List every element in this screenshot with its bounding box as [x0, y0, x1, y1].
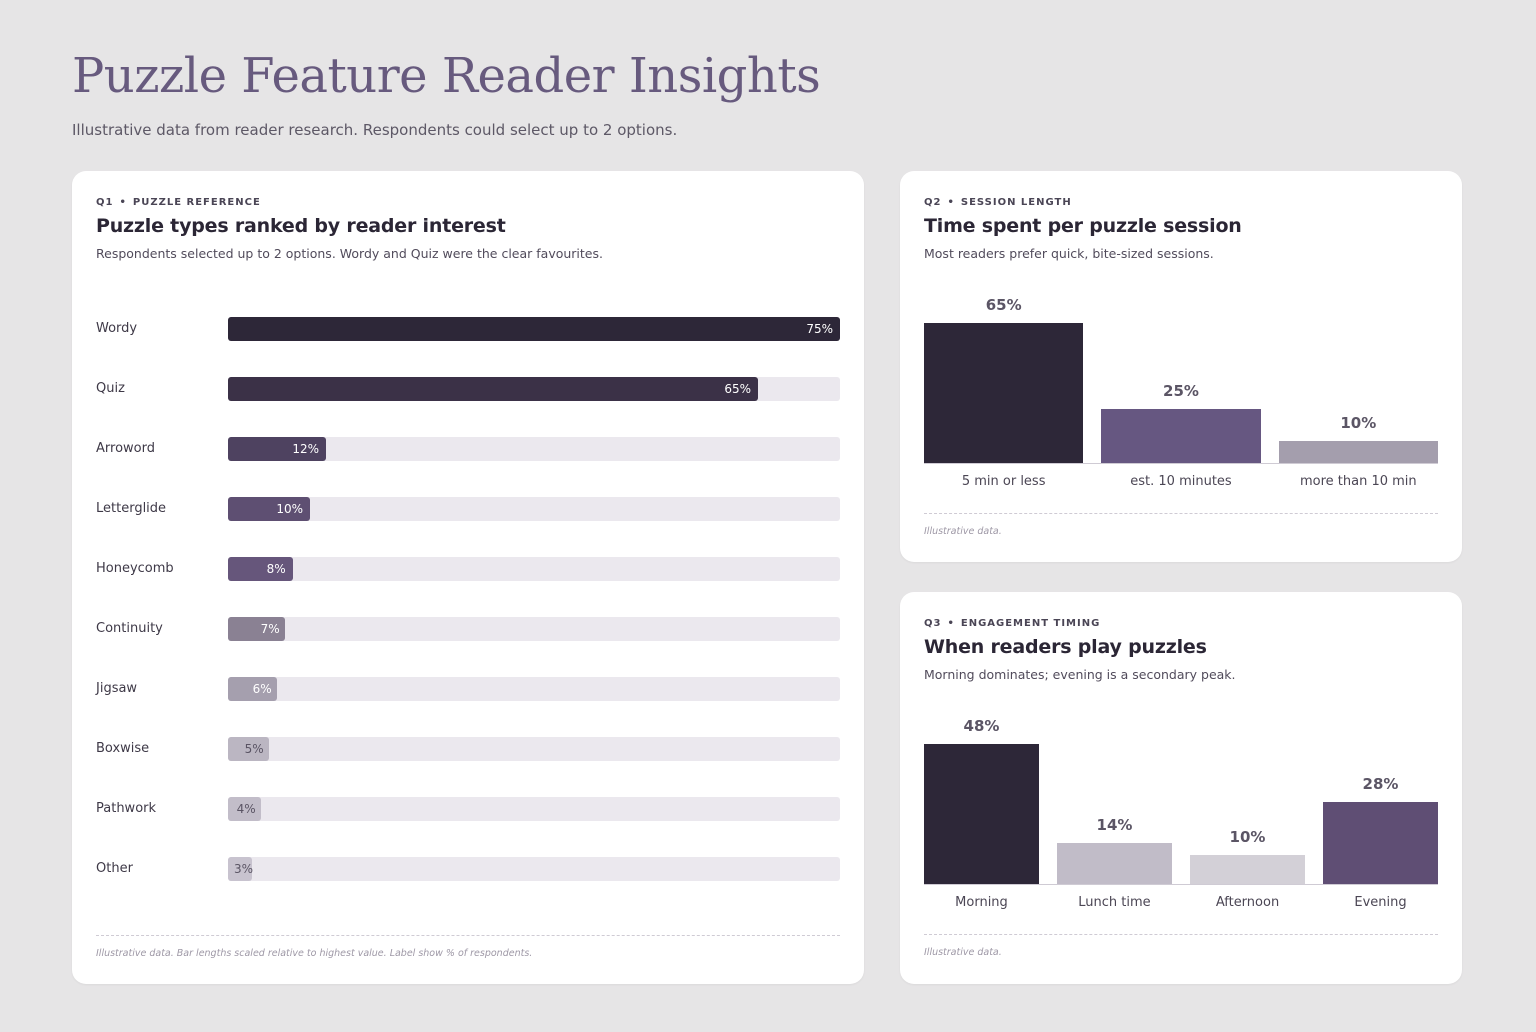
bar-track: 65% — [228, 377, 840, 401]
bar-row: Quiz 65% — [96, 377, 840, 401]
bar-track: 7% — [228, 617, 840, 641]
page-subtitle: Illustrative data from reader research. … — [72, 121, 678, 139]
bar-row: Letterglide 10% — [96, 497, 840, 521]
card-eyebrow: Q1 • PUZZLE REFERENCE — [96, 197, 261, 208]
bar-value-label: 7% — [260, 622, 280, 636]
card-title: When readers play puzzles — [924, 636, 1207, 658]
card-description: Morning dominates; evening is a secondar… — [924, 667, 1236, 682]
bar — [228, 677, 277, 701]
card-title: Time spent per puzzle session — [924, 215, 1242, 237]
bar-row: Wordy 75% — [96, 317, 840, 341]
bar-row: Honeycomb 8% — [96, 557, 840, 581]
card-eyebrow: Q2 • SESSION LENGTH — [924, 197, 1072, 208]
card-description: Respondents selected up to 2 options. Wo… — [96, 246, 603, 261]
eyebrow-label: PUZZLE REFERENCE — [132, 197, 261, 208]
bar-row: Arroword 12% — [96, 437, 840, 461]
bar — [1323, 802, 1438, 884]
bar-value-label: 6% — [252, 682, 272, 696]
footnote: Illustrative data. — [924, 947, 1002, 958]
category-label: Evening — [1354, 895, 1407, 910]
card-title: Puzzle types ranked by reader interest — [96, 215, 506, 237]
question-number: Q2 — [924, 197, 942, 208]
category-label: Quiz — [96, 381, 125, 396]
bar — [924, 323, 1084, 463]
bar — [1057, 843, 1172, 884]
footnote: Illustrative data. — [924, 526, 1002, 537]
footnote-divider — [924, 513, 1438, 514]
category-label: Other — [96, 861, 133, 876]
bar-row: Boxwise 5% — [96, 737, 840, 761]
chart-baseline — [924, 884, 1438, 885]
bar-row: Jigsaw 6% — [96, 677, 840, 701]
bar-value-label: 5% — [244, 742, 264, 756]
eyebrow-label: ENGAGEMENT TIMING — [960, 618, 1101, 629]
bar-row: Pathwork 4% — [96, 797, 840, 821]
bar-value-label: 14% — [1096, 816, 1133, 834]
bar — [228, 497, 310, 521]
category-label: Honeycomb — [96, 561, 174, 576]
category-label: Lunch time — [1078, 895, 1151, 910]
category-label: 5 min or less — [961, 474, 1046, 489]
page-title: Puzzle Feature Reader Insights — [72, 48, 821, 104]
bar-track: 10% — [228, 497, 840, 521]
chart-baseline — [924, 463, 1438, 464]
eyebrow-label: SESSION LENGTH — [960, 197, 1072, 208]
bar — [228, 737, 269, 761]
bar-track: 8% — [228, 557, 840, 581]
bar-track: 5% — [228, 737, 840, 761]
bar — [228, 857, 252, 881]
bar — [1101, 409, 1261, 463]
category-label: Pathwork — [96, 801, 157, 816]
card-puzzle-types: Q1 • PUZZLE REFERENCE Puzzle types ranked … — [72, 171, 864, 984]
category-label: Boxwise — [96, 741, 150, 756]
question-number: Q3 — [924, 618, 942, 629]
bar — [228, 617, 285, 641]
bar-value-label: 12% — [292, 442, 320, 456]
bar-track: 4% — [228, 797, 840, 821]
bar-value-label: 48% — [963, 717, 1000, 735]
card-session-length: Q2 • SESSION LENGTH Time spent per puzzle … — [900, 171, 1462, 562]
bar-value-label: 10% — [1229, 828, 1266, 846]
bar-value-label: 75% — [806, 322, 834, 336]
category-label: Letterglide — [96, 501, 167, 516]
bar-track: 12% — [228, 437, 840, 461]
footnote-divider — [924, 934, 1438, 935]
bar-value-label: 65% — [724, 382, 752, 396]
bar-value-label: 4% — [236, 802, 256, 816]
footnote-divider — [96, 935, 840, 936]
bar — [924, 744, 1039, 884]
footnote: Illustrative data. Bar lengths scaled re… — [96, 948, 533, 959]
bar-value-label: 10% — [276, 502, 304, 516]
bar — [1190, 855, 1305, 884]
bar — [228, 317, 840, 341]
bar — [1278, 441, 1438, 463]
category-label: more than 10 min — [1299, 474, 1417, 489]
bar — [228, 797, 261, 821]
category-label: Wordy — [96, 321, 138, 336]
bar-value-label: 3% — [234, 862, 254, 876]
card-eyebrow: Q3 • ENGAGEMENT TIMING — [924, 618, 1101, 629]
bar-track: 75% — [228, 317, 840, 341]
question-number: Q1 — [96, 197, 114, 208]
card-description: Most readers prefer quick, bite-sized se… — [924, 246, 1214, 261]
category-label: Arroword — [96, 441, 155, 456]
category-label: Continuity — [96, 621, 163, 636]
category-label: Jigsaw — [96, 681, 138, 696]
category-label: Morning — [955, 895, 1008, 910]
bar-value-label: 25% — [1163, 382, 1199, 400]
bar — [228, 437, 326, 461]
category-label: est. 10 minutes — [1130, 474, 1232, 489]
bar — [228, 377, 758, 401]
bar-value-label: 10% — [1340, 414, 1377, 432]
bar-value-label: 65% — [985, 296, 1022, 314]
bar-track: 6% — [228, 677, 840, 701]
bar-row: Continuity 7% — [96, 617, 840, 641]
bar-row: Other 3% — [96, 857, 840, 881]
card-engagement-timing: Q3 • ENGAGEMENT TIMING When readers play p… — [900, 592, 1462, 984]
bar — [228, 557, 293, 581]
bar-value-label: 8% — [266, 562, 286, 576]
category-label: Afternoon — [1215, 895, 1280, 910]
bar-value-label: 28% — [1362, 775, 1399, 793]
bar-track: 3% — [228, 857, 840, 881]
